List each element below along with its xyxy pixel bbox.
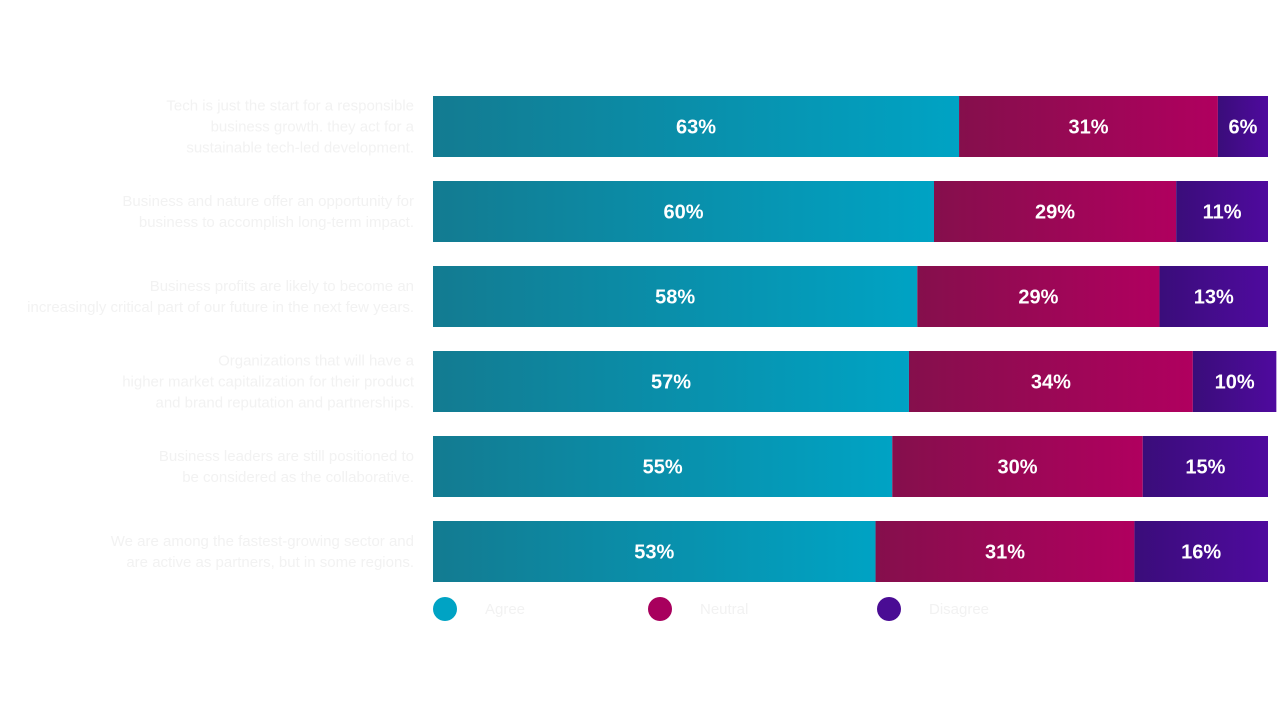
category-label: We are among the fastest-growing sector … — [111, 533, 414, 571]
bar-segment-neutral — [959, 96, 1218, 157]
category-label: Business leaders are still positioned to… — [159, 448, 414, 486]
bar-segment-agree — [433, 521, 876, 582]
bar-segment-disagree — [1176, 181, 1268, 242]
data-label-agree: 63% — [676, 117, 716, 139]
bar-segment-agree — [433, 266, 918, 327]
bar-segment-disagree — [1192, 351, 1277, 412]
chart-legend: Agree Neutral Disagree — [433, 597, 989, 621]
legend-swatch — [433, 597, 457, 621]
data-label-agree: 55% — [643, 457, 683, 479]
bar-row: Tech is just the start for a responsible… — [166, 96, 1268, 157]
data-label-neutral: 31% — [1068, 117, 1108, 139]
category-label: Tech is just the start for a responsible… — [166, 98, 414, 157]
data-label-disagree: 10% — [1215, 372, 1255, 394]
data-label-agree: 53% — [634, 542, 674, 564]
bar-segment-disagree — [1217, 96, 1268, 157]
legend-neutral: Neutral — [648, 597, 748, 621]
legend-swatch — [877, 597, 901, 621]
data-label-neutral: 29% — [1035, 202, 1075, 224]
legend-disagree: Disagree — [877, 597, 989, 621]
data-label-disagree: 11% — [1203, 202, 1242, 224]
bar-segment-neutral — [917, 266, 1160, 327]
bar-row: Business and nature offer an opportunity… — [122, 181, 1268, 242]
bar-segment-agree — [433, 96, 960, 157]
bar-segment-disagree — [1142, 436, 1268, 497]
category-label: Business and nature offer an opportunity… — [122, 193, 414, 231]
legend-label: Disagree — [929, 601, 989, 618]
bar-segment-agree — [433, 436, 893, 497]
bar-segment-agree — [433, 181, 934, 242]
data-label-neutral: 34% — [1031, 372, 1071, 394]
bar-segment-neutral — [875, 521, 1135, 582]
bar-row: Organizations that will have a higher mar… — [122, 351, 1277, 412]
bar-segment-disagree — [1134, 521, 1268, 582]
category-label: Business profits are likely to become an… — [27, 278, 414, 316]
data-label-disagree: 15% — [1185, 457, 1225, 479]
category-label: Organizations that will have a higher mar… — [122, 353, 415, 412]
data-label-agree: 60% — [663, 202, 703, 224]
legend-label: Agree — [485, 601, 525, 618]
data-label-neutral: 30% — [997, 457, 1037, 479]
bar-segment-neutral — [908, 351, 1193, 412]
data-label-neutral: 31% — [985, 542, 1025, 564]
chart-rows: Tech is just the start for a responsible… — [27, 96, 1277, 582]
bar-row: Business leaders are still positioned to… — [159, 436, 1268, 497]
data-label-disagree: 13% — [1194, 287, 1234, 309]
legend-agree: Agree — [433, 597, 525, 621]
bar-row: Business profits are likely to become an… — [27, 266, 1268, 327]
data-label-disagree: 6% — [1228, 117, 1257, 139]
data-label-agree: 57% — [651, 372, 691, 394]
bar-segment-neutral — [934, 181, 1177, 242]
data-label-agree: 58% — [655, 287, 695, 309]
legend-swatch — [648, 597, 672, 621]
bar-row: We are among the fastest-growing sector … — [111, 521, 1268, 582]
bar-segment-agree — [433, 351, 909, 412]
data-label-disagree: 16% — [1181, 542, 1221, 564]
bar-segment-disagree — [1159, 266, 1268, 327]
bar-segment-neutral — [892, 436, 1143, 497]
data-label-neutral: 29% — [1018, 287, 1058, 309]
legend-label: Neutral — [700, 601, 748, 618]
